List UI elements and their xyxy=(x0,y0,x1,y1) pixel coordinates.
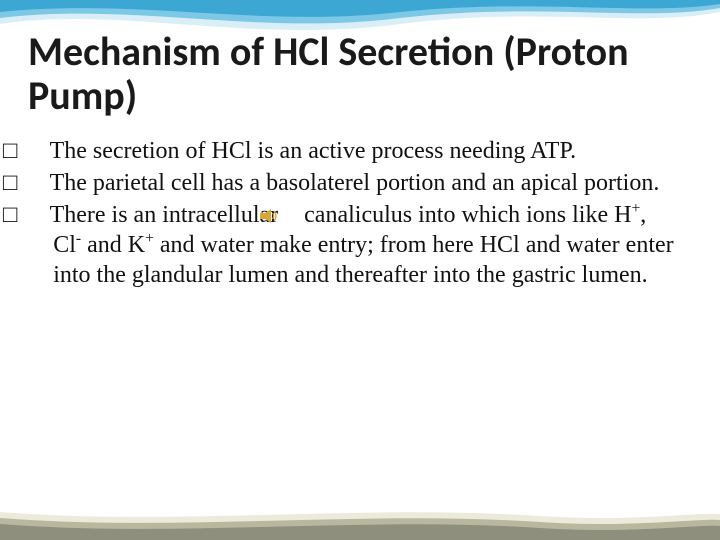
audio-icon[interactable] xyxy=(284,202,304,218)
bullet-item: □The secretion of HCl is an active proce… xyxy=(28,136,680,166)
bullet-glyph: □ xyxy=(28,200,50,230)
bullet-item: □There is an intracellular canaliculus i… xyxy=(28,200,680,290)
slide-title: Mechanism of HCl Secretion (Proton Pump) xyxy=(28,30,680,118)
bullet-item: □The parietal cell has a basolaterel por… xyxy=(28,168,680,198)
decorative-bottom-band xyxy=(0,490,720,540)
bullet-glyph: □ xyxy=(28,136,50,166)
slide-content: Mechanism of HCl Secretion (Proton Pump)… xyxy=(28,30,680,292)
bullet-list: □The secretion of HCl is an active proce… xyxy=(28,136,680,290)
bullet-glyph: □ xyxy=(28,168,50,198)
